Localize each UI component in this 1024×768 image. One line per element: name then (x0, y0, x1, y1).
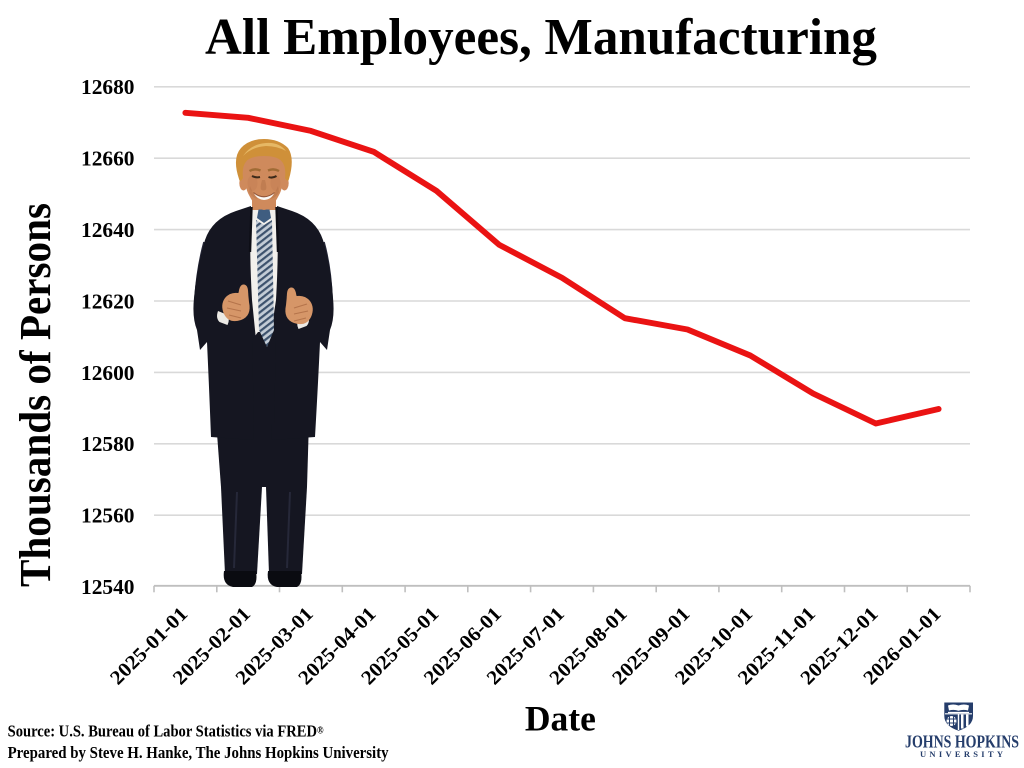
svg-text:12680: 12680 (81, 75, 135, 99)
svg-text:12560: 12560 (81, 504, 135, 528)
svg-text:12620: 12620 (81, 289, 135, 313)
svg-text:12600: 12600 (81, 361, 135, 385)
svg-text:12540: 12540 (81, 575, 135, 599)
svg-text:Thousands of Persons: Thousands of Persons (11, 203, 60, 587)
svg-text:12640: 12640 (81, 218, 135, 242)
svg-text:Source: U.S. Bureau of Labor S: Source: U.S. Bureau of Labor Statistics … (8, 722, 324, 741)
svg-text:Prepared by Steve H. Hanke, Th: Prepared by Steve H. Hanke, The Johns Ho… (8, 743, 390, 762)
svg-text:JOHNS HOPKINS: JOHNS HOPKINS (905, 732, 1019, 752)
svg-text:12580: 12580 (81, 432, 135, 456)
svg-text:Date: Date (525, 698, 596, 738)
svg-text:12660: 12660 (81, 147, 135, 171)
svg-text:All Employees, Manufacturing: All Employees, Manufacturing (205, 9, 877, 66)
